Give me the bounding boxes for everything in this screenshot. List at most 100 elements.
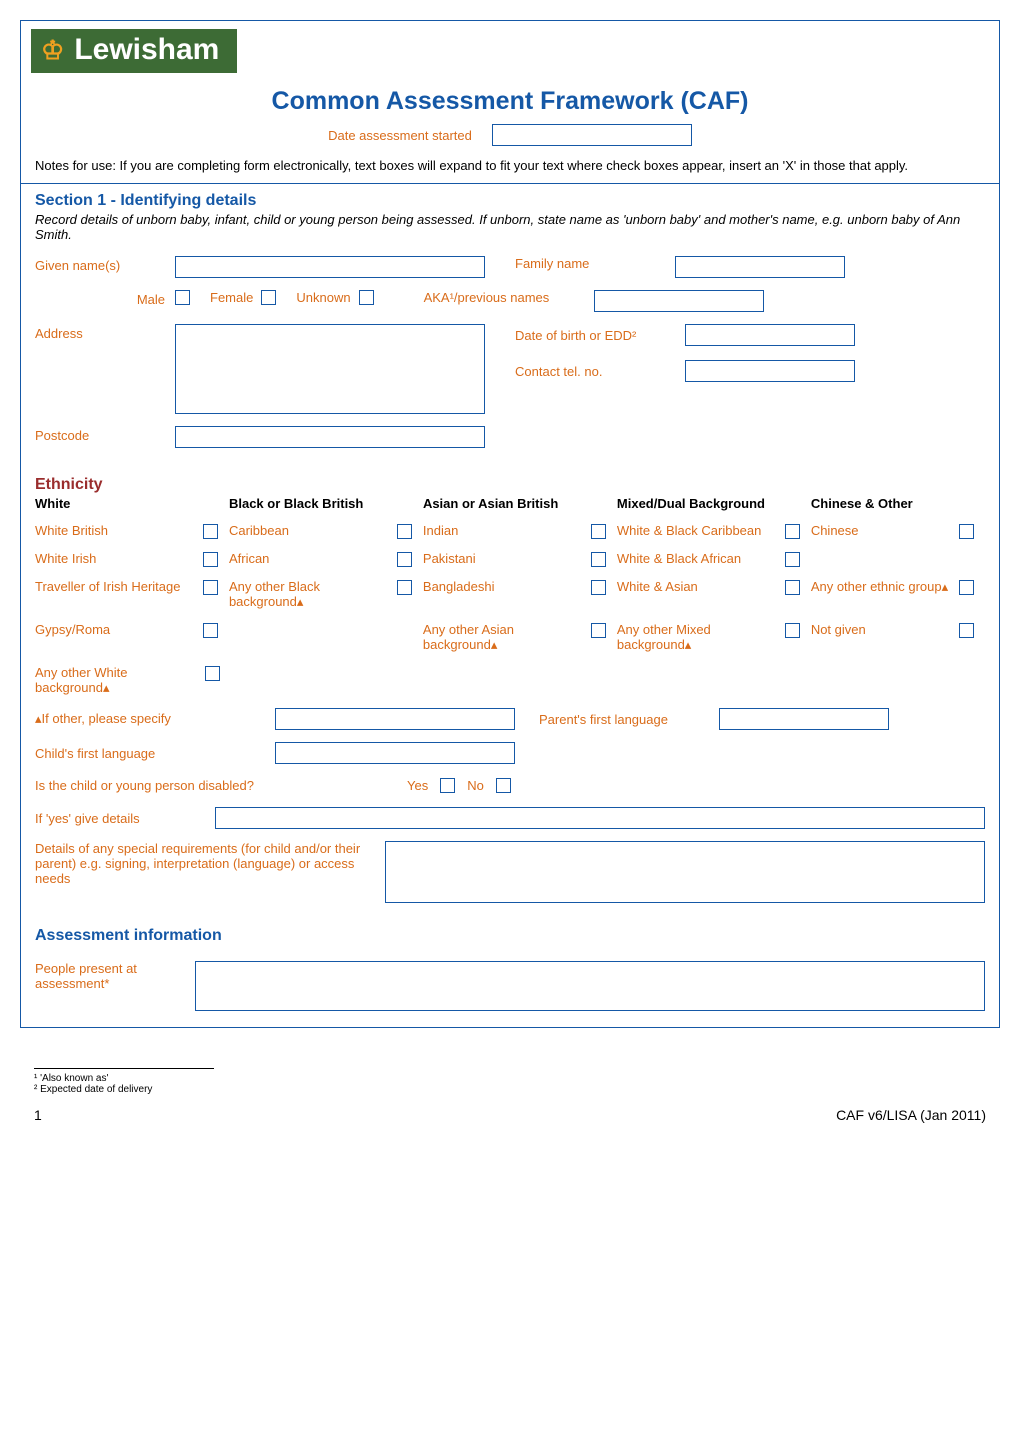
ethnicity-heading: Ethnicity: [21, 466, 999, 494]
eth-row-3: Traveller of Irish Heritage Any other Bl…: [35, 573, 985, 616]
logo: ♔ Lewisham: [31, 29, 237, 73]
form-page: ♔ Lewisham Common Assessment Framework (…: [20, 20, 1000, 1028]
page-number: 1: [34, 1107, 42, 1123]
eth-cell: Gypsy/Roma: [35, 622, 203, 637]
yes-details-input[interactable]: [215, 807, 985, 829]
eth-cell: White Irish: [35, 551, 203, 566]
eth-checkbox[interactable]: [959, 524, 974, 539]
parent-lang-input[interactable]: [719, 708, 889, 730]
eth-checkbox[interactable]: [397, 524, 412, 539]
people-present-input[interactable]: [195, 961, 985, 1011]
eth-cell: White & Black African: [617, 551, 785, 566]
male-checkbox[interactable]: [175, 290, 190, 305]
date-input[interactable]: [492, 124, 692, 146]
eth-head-3: Asian or Asian British: [423, 496, 591, 511]
eth-checkbox[interactable]: [959, 580, 974, 595]
aka-label: AKA¹/previous names: [424, 290, 594, 305]
eth-checkbox[interactable]: [203, 552, 218, 567]
other-specify-row: ▴If other, please specify Parent's first…: [35, 702, 985, 736]
eth-checkbox[interactable]: [397, 552, 412, 567]
eth-head-4: Mixed/Dual Background: [617, 496, 785, 511]
postcode-input[interactable]: [175, 426, 485, 448]
eth-cell: Not given: [811, 622, 959, 637]
family-name-input[interactable]: [675, 256, 845, 278]
eth-checkbox[interactable]: [397, 580, 412, 595]
gender-row: Male Female Unknown AKA¹/previous names: [35, 290, 985, 312]
eth-cell: Bangladeshi: [423, 579, 591, 594]
eth-row-4: Gypsy/Roma Any other Asian background▴ A…: [35, 616, 985, 659]
eth-checkbox[interactable]: [591, 524, 606, 539]
header: ♔ Lewisham: [21, 21, 999, 81]
logo-text: Lewisham: [74, 33, 219, 67]
page-footer: 1 CAF v6/LISA (Jan 2011): [20, 1101, 1000, 1135]
dob-input[interactable]: [685, 324, 855, 346]
eth-cell: Pakistani: [423, 551, 591, 566]
eth-row-2: White Irish African Pakistani White & Bl…: [35, 545, 985, 573]
footnotes: ¹ 'Also known as' ² Expected date of del…: [20, 1028, 1000, 1101]
people-present-row: People present at assessment*: [21, 955, 999, 1027]
address-label: Address: [35, 324, 175, 341]
ethnicity-table: White Black or Black British Asian or As…: [21, 494, 999, 925]
other-specify-label: ▴If other, please specify: [35, 711, 275, 727]
eth-checkbox[interactable]: [203, 524, 218, 539]
eth-checkbox[interactable]: [959, 623, 974, 638]
eth-checkbox[interactable]: [205, 666, 220, 681]
special-req-label: Details of any special requirements (for…: [35, 841, 385, 886]
eth-cell: Any other Black background▴: [229, 579, 397, 610]
given-names-input[interactable]: [175, 256, 485, 278]
people-present-label: People present at assessment*: [35, 961, 195, 991]
eth-head-5: Chinese & Other: [811, 496, 959, 511]
section1-subtitle: Record details of unborn baby, infant, c…: [21, 212, 999, 250]
family-name-label: Family name: [515, 256, 675, 271]
child-lang-label: Child's first language: [35, 746, 275, 761]
assessment-title: Assessment information: [21, 925, 999, 955]
eth-cell: Any other White background▴: [35, 665, 205, 696]
eth-checkbox[interactable]: [785, 524, 800, 539]
eth-cell: White & Asian: [617, 579, 785, 594]
male-label: Male: [35, 290, 175, 307]
disabled-yes-checkbox[interactable]: [440, 778, 455, 793]
female-label: Female: [210, 290, 253, 305]
footer-ref: CAF v6/LISA (Jan 2011): [836, 1107, 986, 1123]
eth-cell: Any other Mixed background▴: [617, 622, 785, 653]
child-lang-input[interactable]: [275, 742, 515, 764]
unknown-checkbox[interactable]: [359, 290, 374, 305]
contact-input[interactable]: [685, 360, 855, 382]
special-req-row: Details of any special requirements (for…: [35, 835, 985, 915]
eth-checkbox[interactable]: [785, 623, 800, 638]
no-label: No: [467, 778, 484, 793]
title-row: Common Assessment Framework (CAF): [21, 81, 999, 122]
eth-cell: Any other Asian background▴: [423, 622, 591, 653]
address-input[interactable]: [175, 324, 485, 414]
yes-label: Yes: [407, 778, 428, 793]
disabled-row: Is the child or young person disabled? Y…: [35, 770, 985, 801]
eth-head-2: Black or Black British: [229, 496, 397, 511]
unknown-label: Unknown: [296, 290, 350, 305]
address-row: Address Date of birth or EDD² Contact te…: [35, 324, 985, 414]
disabled-no-checkbox[interactable]: [496, 778, 511, 793]
eth-cell: Traveller of Irish Heritage: [35, 579, 203, 594]
postcode-label: Postcode: [35, 426, 175, 443]
eth-cell: White & Black Caribbean: [617, 523, 785, 538]
eth-head-1: White: [35, 496, 203, 511]
eth-checkbox[interactable]: [203, 580, 218, 595]
eth-checkbox[interactable]: [591, 580, 606, 595]
eth-cell: Any other ethnic group▴: [811, 579, 959, 595]
eth-checkbox[interactable]: [591, 552, 606, 567]
eth-checkbox[interactable]: [785, 552, 800, 567]
special-req-input[interactable]: [385, 841, 985, 903]
aka-input[interactable]: [594, 290, 764, 312]
crest-icon: ♔: [41, 35, 64, 66]
eth-checkbox[interactable]: [785, 580, 800, 595]
eth-checkbox[interactable]: [591, 623, 606, 638]
female-checkbox[interactable]: [261, 290, 276, 305]
child-lang-row: Child's first language: [35, 736, 985, 770]
eth-cell: White British: [35, 523, 203, 538]
eth-cell: Chinese: [811, 523, 959, 538]
eth-checkbox[interactable]: [203, 623, 218, 638]
eth-row-1: White British Caribbean Indian White & B…: [35, 517, 985, 545]
page-title: Common Assessment Framework (CAF): [21, 87, 999, 116]
other-specify-input[interactable]: [275, 708, 515, 730]
eth-cell: African: [229, 551, 397, 566]
section1-title: Section 1 - Identifying details: [21, 184, 999, 212]
